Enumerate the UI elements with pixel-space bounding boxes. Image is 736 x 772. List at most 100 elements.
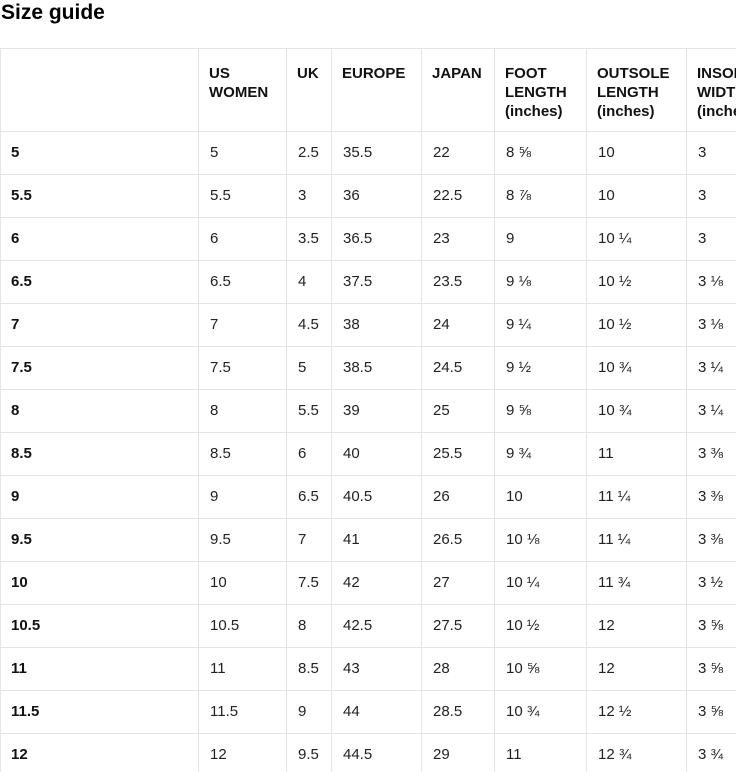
- cell-uk: 7: [286, 518, 332, 562]
- cell-insole-width: 3 ⅛: [686, 303, 736, 347]
- cell-uk: 8: [286, 604, 332, 648]
- row-label: 9.5: [0, 518, 199, 562]
- table-row: 11 11 8.5 43 28 10 ⅝ 12 3 ⅝: [0, 647, 736, 691]
- row-label: 12: [0, 733, 199, 772]
- cell-europe: 39: [331, 389, 422, 433]
- row-label: 6: [0, 217, 199, 261]
- table-row: 5.5 5.5 3 36 22.5 8 ⅞ 10 3: [0, 174, 736, 218]
- cell-foot-length: 8 ⅝: [494, 131, 587, 175]
- cell-europe: 38: [331, 303, 422, 347]
- table-row: 7.5 7.5 5 38.5 24.5 9 ½ 10 ¾ 3 ¼: [0, 346, 736, 390]
- row-label: 11: [0, 647, 199, 691]
- cell-japan: 25: [421, 389, 495, 433]
- table-row: 8 8 5.5 39 25 9 ⅝ 10 ¾ 3 ¼: [0, 389, 736, 433]
- table-row: 12 12 9.5 44.5 29 11 12 ¾ 3 ¾: [0, 733, 736, 772]
- cell-us-women: 6: [198, 217, 287, 261]
- cell-uk: 9: [286, 690, 332, 734]
- cell-uk: 4.5: [286, 303, 332, 347]
- cell-uk: 5.5: [286, 389, 332, 433]
- row-label: 6.5: [0, 260, 199, 304]
- size-guide-table: US WOMEN UK EUROPE JAPAN FOOT LENGTH (in…: [0, 48, 736, 772]
- row-label: 5.5: [0, 174, 199, 218]
- cell-foot-length: 8 ⅞: [494, 174, 587, 218]
- page-title: Size guide: [1, 1, 105, 24]
- row-label: 7: [0, 303, 199, 347]
- cell-outsole-length: 10 ¾: [586, 346, 687, 390]
- cell-japan: 27.5: [421, 604, 495, 648]
- cell-japan: 27: [421, 561, 495, 605]
- cell-insole-width: 3 ½: [686, 561, 736, 605]
- cell-insole-width: 3 ⅜: [686, 518, 736, 562]
- cell-insole-width: 3 ¼: [686, 389, 736, 433]
- cell-outsole-length: 11 ¼: [586, 518, 687, 562]
- cell-foot-length: 10 ¾: [494, 690, 587, 734]
- row-label: 11.5: [0, 690, 199, 734]
- cell-insole-width: 3 ¾: [686, 733, 736, 772]
- cell-uk: 5: [286, 346, 332, 390]
- row-label: 7.5: [0, 346, 199, 390]
- table-row: 8.5 8.5 6 40 25.5 9 ¾ 11 3 ⅜: [0, 432, 736, 476]
- cell-uk: 6: [286, 432, 332, 476]
- cell-outsole-length: 11 ¾: [586, 561, 687, 605]
- cell-foot-length: 10: [494, 475, 587, 519]
- cell-outsole-length: 12: [586, 604, 687, 648]
- cell-outsole-length: 10: [586, 174, 687, 218]
- column-header-us-women: US WOMEN: [198, 48, 287, 132]
- cell-us-women: 9: [198, 475, 287, 519]
- cell-insole-width: 3: [686, 174, 736, 218]
- cell-us-women: 7: [198, 303, 287, 347]
- row-label: 5: [0, 131, 199, 175]
- cell-insole-width: 3: [686, 217, 736, 261]
- cell-us-women: 5: [198, 131, 287, 175]
- cell-us-women: 7.5: [198, 346, 287, 390]
- cell-foot-length: 9 ½: [494, 346, 587, 390]
- cell-europe: 36: [331, 174, 422, 218]
- size-guide-table-scroll-container[interactable]: US WOMEN UK EUROPE JAPAN FOOT LENGTH (in…: [0, 48, 736, 772]
- cell-outsole-length: 12 ½: [586, 690, 687, 734]
- cell-insole-width: 3 ⅜: [686, 475, 736, 519]
- column-header-uk: UK: [286, 48, 332, 132]
- cell-outsole-length: 10 ½: [586, 303, 687, 347]
- column-header-japan: JAPAN: [421, 48, 495, 132]
- cell-outsole-length: 10 ¾: [586, 389, 687, 433]
- column-header-outsole-length: OUTSOLE LENGTH (inches): [586, 48, 687, 132]
- cell-europe: 37.5: [331, 260, 422, 304]
- cell-insole-width: 3 ⅝: [686, 604, 736, 648]
- table-body: 5 5 2.5 35.5 22 8 ⅝ 10 3 5.5 5.5 3 36 22…: [0, 131, 736, 772]
- cell-uk: 9.5: [286, 733, 332, 772]
- row-label: 8.5: [0, 432, 199, 476]
- cell-europe: 38.5: [331, 346, 422, 390]
- cell-uk: 3: [286, 174, 332, 218]
- table-row: 9.5 9.5 7 41 26.5 10 ⅛ 11 ¼ 3 ⅜: [0, 518, 736, 562]
- column-header-europe: EUROPE: [331, 48, 422, 132]
- cell-europe: 44.5: [331, 733, 422, 772]
- row-label: 9: [0, 475, 199, 519]
- cell-europe: 43: [331, 647, 422, 691]
- cell-insole-width: 3 ⅛: [686, 260, 736, 304]
- cell-outsole-length: 11: [586, 432, 687, 476]
- table-row: 5 5 2.5 35.5 22 8 ⅝ 10 3: [0, 131, 736, 175]
- cell-japan: 25.5: [421, 432, 495, 476]
- cell-insole-width: 3 ⅝: [686, 690, 736, 734]
- cell-foot-length: 9 ⅛: [494, 260, 587, 304]
- cell-japan: 29: [421, 733, 495, 772]
- cell-japan: 26: [421, 475, 495, 519]
- cell-uk: 7.5: [286, 561, 332, 605]
- cell-foot-length: 9 ¾: [494, 432, 587, 476]
- table-header-row: US WOMEN UK EUROPE JAPAN FOOT LENGTH (in…: [0, 48, 736, 132]
- cell-insole-width: 3 ⅜: [686, 432, 736, 476]
- column-header-foot-length: FOOT LENGTH (inches): [494, 48, 587, 132]
- cell-insole-width: 3: [686, 131, 736, 175]
- cell-foot-length: 11: [494, 733, 587, 772]
- cell-uk: 4: [286, 260, 332, 304]
- cell-japan: 22: [421, 131, 495, 175]
- cell-us-women: 9.5: [198, 518, 287, 562]
- table-row: 6 6 3.5 36.5 23 9 10 ¼ 3: [0, 217, 736, 261]
- row-label: 10.5: [0, 604, 199, 648]
- cell-japan: 23.5: [421, 260, 495, 304]
- cell-insole-width: 3 ¼: [686, 346, 736, 390]
- cell-outsole-length: 10 ½: [586, 260, 687, 304]
- cell-uk: 8.5: [286, 647, 332, 691]
- cell-europe: 40.5: [331, 475, 422, 519]
- cell-europe: 35.5: [331, 131, 422, 175]
